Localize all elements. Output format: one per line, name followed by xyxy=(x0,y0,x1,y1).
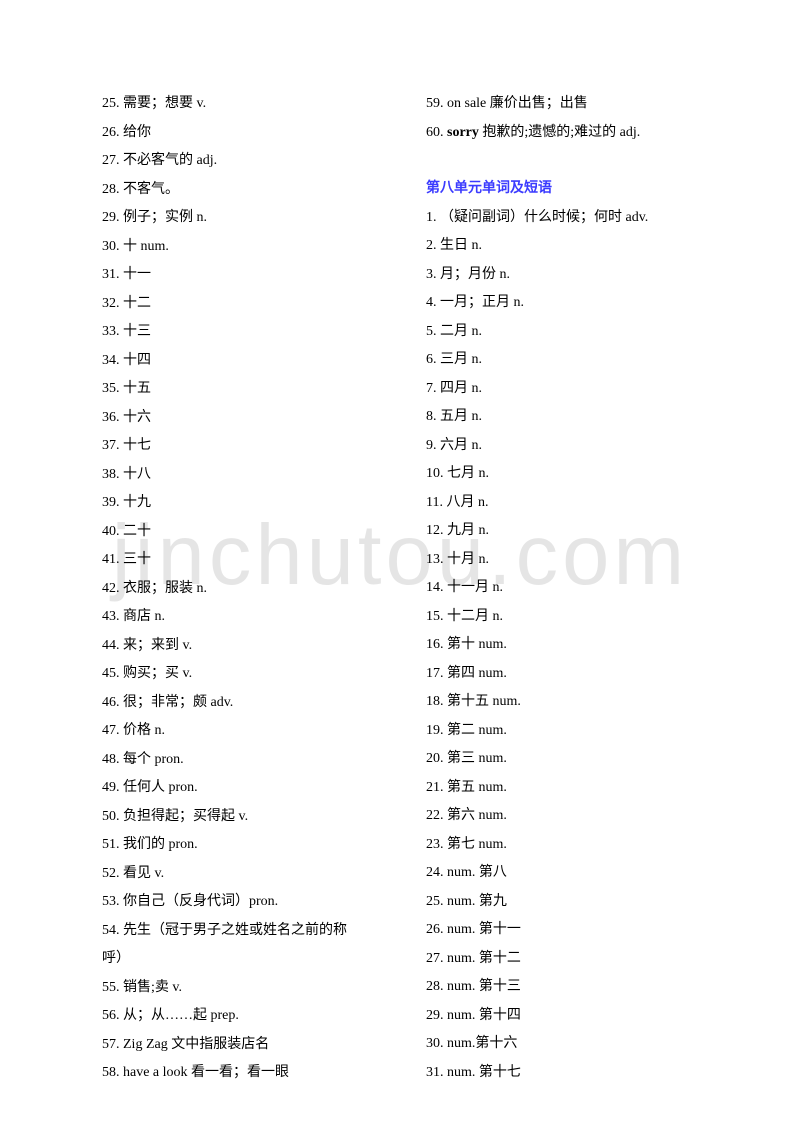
list-item: 56. 从；从……起 prep. xyxy=(102,1002,386,1031)
list-item: 31. num. 第十七 xyxy=(426,1059,710,1088)
list-item: 16. 第十 num. xyxy=(426,631,710,660)
list-item: 31. 十一 xyxy=(102,261,386,290)
list-item: 2. 生日 n. xyxy=(426,232,710,261)
list-item: 7. 四月 n. xyxy=(426,375,710,404)
list-item: 呼） xyxy=(102,945,386,974)
document-page: 25. 需要；想要 v.26. 给你27. 不必客气的 adj.28. 不客气。… xyxy=(0,0,800,1148)
list-item: 54. 先生（冠于男子之姓或姓名之前的称 xyxy=(102,917,386,946)
list-item: 3. 月；月份 n. xyxy=(426,261,710,290)
section-heading: 第八单元单词及短语 xyxy=(426,175,710,204)
list-item: 19. 第二 num. xyxy=(426,717,710,746)
list-item: 26. num. 第十一 xyxy=(426,916,710,945)
list-item: 17. 第四 num. xyxy=(426,660,710,689)
list-item: 49. 任何人 pron. xyxy=(102,774,386,803)
list-item: 59. on sale 廉价出售；出售 xyxy=(426,90,710,119)
list-item: 32. 十二 xyxy=(102,290,386,319)
list-item: 57. Zig Zag 文中指服装店名 xyxy=(102,1031,386,1060)
list-item: 26. 给你 xyxy=(102,119,386,148)
list-item: 18. 第十五 num. xyxy=(426,688,710,717)
list-item: 37. 十七 xyxy=(102,432,386,461)
list-item: 30. 十 num. xyxy=(102,233,386,262)
list-item: 20. 第三 num. xyxy=(426,745,710,774)
list-item: 45. 购买；买 v. xyxy=(102,660,386,689)
list-item: 50. 负担得起；买得起 v. xyxy=(102,803,386,832)
list-item: 41. 三十 xyxy=(102,546,386,575)
list-item: 60. sorry 抱歉的;遗憾的;难过的 adj. xyxy=(426,119,710,148)
list-item: 27. num. 第十二 xyxy=(426,945,710,974)
list-item: 1. （疑问副词）什么时候；何时 adv. xyxy=(426,204,710,233)
list-item: 40. 二十 xyxy=(102,518,386,547)
list-item: 22. 第六 num. xyxy=(426,802,710,831)
list-item: 48. 每个 pron. xyxy=(102,746,386,775)
list-item: 53. 你自己（反身代词）pron. xyxy=(102,888,386,917)
right-column: 59. on sale 廉价出售；出售60. sorry 抱歉的;遗憾的;难过的… xyxy=(426,90,710,1088)
list-item: 21. 第五 num. xyxy=(426,774,710,803)
left-column: 25. 需要；想要 v.26. 给你27. 不必客气的 adj.28. 不客气。… xyxy=(102,90,386,1088)
list-item: 43. 商店 n. xyxy=(102,603,386,632)
list-item: 29. num. 第十四 xyxy=(426,1002,710,1031)
list-item: 6. 三月 n. xyxy=(426,346,710,375)
list-item: 39. 十九 xyxy=(102,489,386,518)
list-item: 11. 八月 n. xyxy=(426,489,710,518)
list-item: 46. 很；非常；颇 adv. xyxy=(102,689,386,718)
list-item: 47. 价格 n. xyxy=(102,717,386,746)
list-item: 13. 十月 n. xyxy=(426,546,710,575)
list-item: 9. 六月 n. xyxy=(426,432,710,461)
list-item: 24. num. 第八 xyxy=(426,859,710,888)
list-item: 14. 十一月 n. xyxy=(426,574,710,603)
list-item: 28. 不客气。 xyxy=(102,176,386,205)
list-item: 12. 九月 n. xyxy=(426,517,710,546)
list-item: 25. 需要；想要 v. xyxy=(102,90,386,119)
list-item: 5. 二月 n. xyxy=(426,318,710,347)
list-item: 27. 不必客气的 adj. xyxy=(102,147,386,176)
list-item: 29. 例子；实例 n. xyxy=(102,204,386,233)
list-item: 35. 十五 xyxy=(102,375,386,404)
list-item: 52. 看见 v. xyxy=(102,860,386,889)
list-item: 25. num. 第九 xyxy=(426,888,710,917)
list-item: 10. 七月 n. xyxy=(426,460,710,489)
list-item: 42. 衣服；服装 n. xyxy=(102,575,386,604)
list-item: 36. 十六 xyxy=(102,404,386,433)
list-item: 33. 十三 xyxy=(102,318,386,347)
list-item: 44. 来；来到 v. xyxy=(102,632,386,661)
list-item: 8. 五月 n. xyxy=(426,403,710,432)
list-item: 28. num. 第十三 xyxy=(426,973,710,1002)
list-item: 55. 销售;卖 v. xyxy=(102,974,386,1003)
list-item: 23. 第七 num. xyxy=(426,831,710,860)
list-item: 38. 十八 xyxy=(102,461,386,490)
list-item: 15. 十二月 n. xyxy=(426,603,710,632)
list-item: 51. 我们的 pron. xyxy=(102,831,386,860)
list-item: 34. 十四 xyxy=(102,347,386,376)
list-item: 58. have a look 看一看；看一眼 xyxy=(102,1059,386,1088)
list-item: 4. 一月；正月 n. xyxy=(426,289,710,318)
list-item: 30. num.第十六 xyxy=(426,1030,710,1059)
